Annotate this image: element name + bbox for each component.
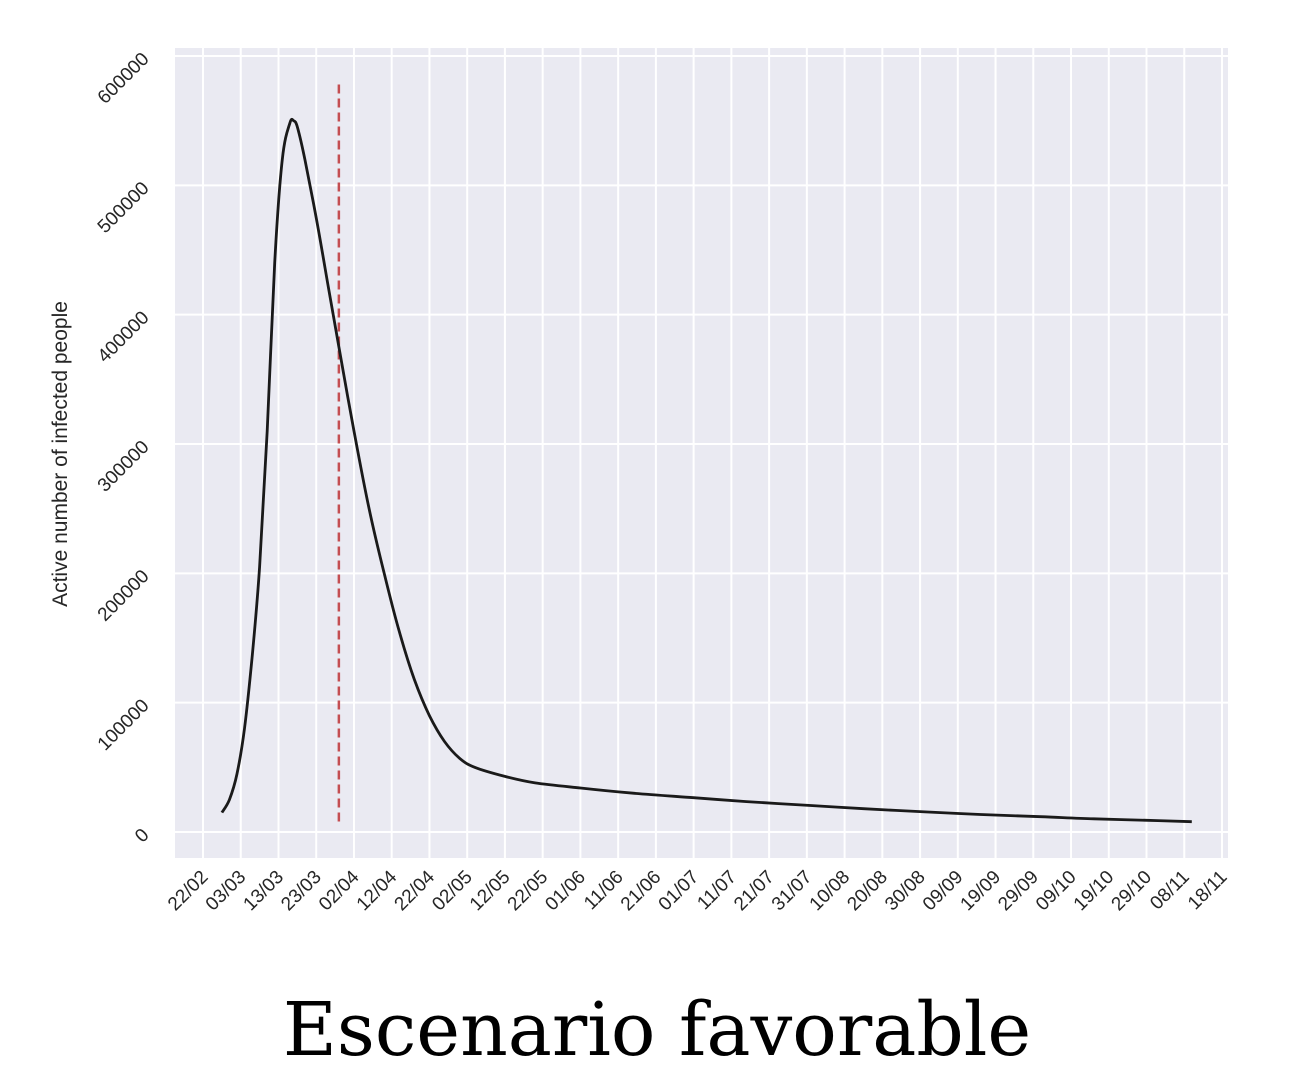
x-tick-label: 19/10: [1070, 867, 1118, 915]
x-tick-label: 20/08: [843, 867, 891, 915]
x-tick-label: 09/10: [1032, 867, 1080, 915]
y-tick-label: 600000: [94, 49, 154, 109]
x-tick-label: 01/07: [655, 867, 703, 915]
x-tick-label: 22/05: [504, 867, 552, 915]
plot-area: [175, 48, 1228, 858]
x-tick-label: 23/03: [277, 867, 325, 915]
x-tick-label: 02/04: [315, 866, 364, 915]
x-tick-label: 01/06: [541, 867, 589, 915]
x-tick-label: 13/03: [240, 867, 288, 915]
x-tick-label: 11/07: [693, 867, 740, 914]
x-tick-label: 02/05: [428, 867, 476, 915]
x-tick-label: 29/10: [1108, 867, 1156, 915]
figure-caption: Escenario favorable: [282, 987, 1032, 1073]
x-tick-label: 21/06: [617, 867, 665, 915]
y-tick-labels: 0 100000 200000 300000 400000 500000 600000: [94, 49, 154, 847]
series-line: [220, 117, 1192, 824]
x-tick-label: 22/02: [164, 867, 212, 915]
x-tick-label: 31/07: [768, 867, 816, 915]
x-tick-labels: 22/0203/0313/0323/0302/0412/0422/0402/05…: [164, 866, 1231, 915]
x-tick-label: 29/09: [994, 867, 1042, 915]
x-tick-label: 18/11: [1184, 867, 1231, 914]
x-tick-label: 19/09: [957, 867, 1005, 915]
y-tick-label: 200000: [94, 566, 154, 626]
x-tick-label: 03/03: [202, 867, 250, 915]
x-tick-label: 30/08: [881, 867, 929, 915]
x-tick-label: 11/06: [580, 867, 627, 914]
chart: 0 100000 200000 300000 400000 500000 600000 22…: [49, 48, 1232, 915]
y-tick-label: 300000: [94, 437, 154, 497]
y-tick-label: 500000: [94, 178, 154, 238]
x-tick-label: 22/04: [391, 866, 440, 915]
y-tick-label: 0: [131, 825, 153, 847]
x-tick-label: 21/07: [730, 867, 778, 915]
y-tick-label: 400000: [94, 307, 154, 367]
x-tick-label: 12/05: [466, 867, 514, 915]
y-tick-label: 100000: [94, 695, 154, 755]
grid-lines: [175, 48, 1228, 858]
x-tick-label: 10/08: [806, 867, 854, 915]
x-tick-label: 09/09: [919, 867, 967, 915]
x-tick-label: 12/04: [353, 866, 402, 915]
y-axis-label: Active number of infected people: [49, 301, 72, 607]
x-tick-label: 08/11: [1146, 867, 1193, 914]
